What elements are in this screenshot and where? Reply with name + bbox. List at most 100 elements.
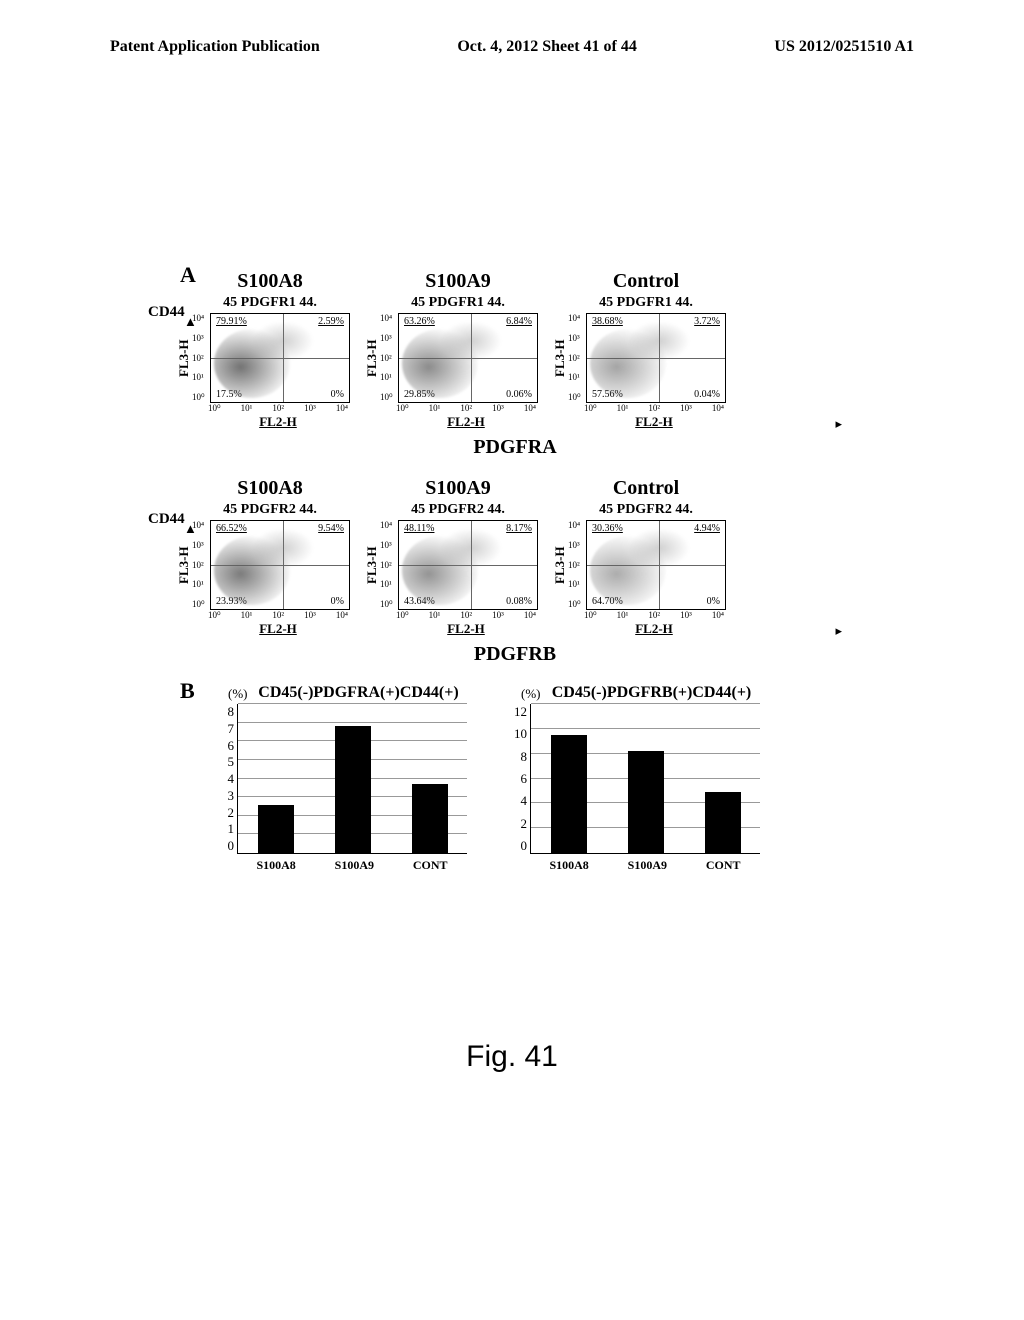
bar — [412, 784, 448, 853]
plot-identifier: 45 PDGFR2 44. — [566, 502, 726, 518]
quadrant-label-ul: 63.26% — [403, 316, 436, 327]
quadrant-label-lr: 0.08% — [505, 596, 533, 607]
bar — [705, 792, 741, 853]
header-center: Oct. 4, 2012 Sheet 41 of 44 — [457, 38, 637, 56]
arrow-right-icon: ▸ — [835, 623, 842, 639]
scatter-row: S100A845 PDGFR1 44.FL3-H10⁰10¹10²10³10⁴7… — [190, 270, 840, 430]
cd44-label: CD44 — [148, 304, 185, 321]
column-title: Control — [566, 270, 726, 293]
y-axis-label: FL3-H — [364, 520, 380, 610]
x-axis-label: FL2-H — [208, 621, 348, 637]
bar-x-axis: S100A8S100A9CONT — [237, 858, 467, 873]
bar-plot — [530, 704, 760, 854]
quadrant-label-ur: 8.17% — [505, 523, 533, 534]
y-axis-label: FL3-H — [364, 313, 380, 403]
y-axis-ticks: 10⁰10¹10²10³10⁴ — [380, 313, 398, 403]
scatter-row: S100A845 PDGFR2 44.FL3-H10⁰10¹10²10³10⁴6… — [190, 477, 840, 637]
scatter-plot: 38.68%3.72%57.56%0.04% — [586, 313, 726, 403]
y-axis-ticks: 10⁰10¹10²10³10⁴ — [380, 520, 398, 610]
scatter-plot: 79.91%2.59%17.5%0% — [210, 313, 350, 403]
quadrant-label-lr: 0% — [706, 596, 721, 607]
bar-plot — [237, 704, 467, 854]
y-axis-label: FL3-H — [552, 520, 568, 610]
x-axis-ticks: 10⁰10¹10²10³10⁴ — [396, 610, 536, 621]
arrow-right-icon: ▸ — [835, 416, 842, 432]
quadrant-label-lr: 0% — [330, 596, 345, 607]
bar — [628, 751, 664, 853]
scatter-plot: 48.11%8.17%43.64%0.08% — [398, 520, 538, 610]
quadrant-label-ur: 4.94% — [693, 523, 721, 534]
y-axis-ticks: 10⁰10¹10²10³10⁴ — [568, 313, 586, 403]
y-axis-ticks: 10⁰10¹10²10³10⁴ — [568, 520, 586, 610]
figure-content: A S100A845 PDGFR1 44.FL3-H10⁰10¹10²10³10… — [190, 270, 840, 873]
scatter-plot: 63.26%6.84%29.85%0.06% — [398, 313, 538, 403]
x-axis-ticks: 10⁰10¹10²10³10⁴ — [396, 403, 536, 414]
scatter-block: S100A845 PDGFR1 44.FL3-H10⁰10¹10²10³10⁴7… — [190, 270, 350, 430]
quadrant-label-ul: 48.11% — [403, 523, 435, 534]
x-axis-ticks: 10⁰10¹10²10³10⁴ — [584, 403, 724, 414]
scatter-plot: 30.36%4.94%64.70%0% — [586, 520, 726, 610]
bar — [335, 726, 371, 853]
x-axis-label: FL2-H — [396, 621, 536, 637]
scatter-block: S100A945 PDGFR2 44.FL3-H10⁰10¹10²10³10⁴4… — [378, 477, 538, 637]
quadrant-label-lr: 0% — [330, 389, 345, 400]
panel-b-label: B — [180, 678, 195, 704]
scatter-block: Control45 PDGFR2 44.FL3-H10⁰10¹10²10³10⁴… — [566, 477, 726, 637]
quadrant-label-ul: 79.91% — [215, 316, 248, 327]
bar-y-axis: 012345678 — [214, 704, 234, 854]
x-axis-label: FL2-H — [208, 414, 348, 430]
panel-b-wrap: B (%)CD45(-)PDGFRA(+)CD44(+)012345678S10… — [190, 684, 840, 873]
header-right: US 2012/0251510 A1 — [774, 38, 914, 56]
scatter-block: S100A845 PDGFR2 44.FL3-H10⁰10¹10²10³10⁴6… — [190, 477, 350, 637]
quadrant-label-ur: 6.84% — [505, 316, 533, 327]
quadrant-label-ul: 66.52% — [215, 523, 248, 534]
bar-chart-block: (%)CD45(-)PDGFRB(+)CD44(+) 024681012S100A… — [507, 684, 760, 873]
x-axis-ticks: 10⁰10¹10²10³10⁴ — [208, 403, 348, 414]
x-axis-label: FL2-H — [396, 414, 536, 430]
cd44-label: CD44 — [148, 511, 185, 528]
x-axis-label: FL2-H — [584, 414, 724, 430]
scatter-block: S100A945 PDGFR1 44.FL3-H10⁰10¹10²10³10⁴6… — [378, 270, 538, 430]
plot-identifier: 45 PDGFR2 44. — [190, 502, 350, 518]
plot-identifier: 45 PDGFR1 44. — [378, 295, 538, 311]
column-title: Control — [566, 477, 726, 500]
quadrant-label-ul: 38.68% — [591, 316, 624, 327]
column-title: S100A9 — [378, 477, 538, 500]
figure-caption: Fig. 41 — [0, 1040, 1024, 1074]
arrow-up-icon: ▲ — [184, 521, 197, 537]
bar-chart-block: (%)CD45(-)PDGFRA(+)CD44(+) 012345678S100A… — [214, 684, 467, 873]
bar-chart-title: CD45(-)PDGFRB(+)CD44(+) — [543, 684, 760, 702]
percent-label: (%) — [521, 686, 541, 702]
bar — [258, 805, 294, 853]
page-header: Patent Application Publication Oct. 4, 2… — [110, 38, 914, 56]
column-title: S100A8 — [190, 477, 350, 500]
bar-chart-title: CD45(-)PDGFRA(+)CD44(+) — [250, 684, 467, 702]
panel-a: A S100A845 PDGFR1 44.FL3-H10⁰10¹10²10³10… — [190, 270, 840, 666]
quadrant-label-ur: 2.59% — [317, 316, 345, 327]
quadrant-label-ul: 30.36% — [591, 523, 624, 534]
arrow-up-icon: ▲ — [184, 314, 197, 330]
x-axis-ticks: 10⁰10¹10²10³10⁴ — [584, 610, 724, 621]
quadrant-label-ur: 3.72% — [693, 316, 721, 327]
bar-x-axis: S100A8S100A9CONT — [530, 858, 760, 873]
row-axis-title: PDGFRA — [190, 436, 840, 459]
column-title: S100A8 — [190, 270, 350, 293]
panel-b-charts: (%)CD45(-)PDGFRA(+)CD44(+)012345678S100A… — [214, 684, 840, 873]
quadrant-label-lr: 0.06% — [505, 389, 533, 400]
y-axis-label: FL3-H — [552, 313, 568, 403]
plot-identifier: 45 PDGFR1 44. — [566, 295, 726, 311]
plot-identifier: 45 PDGFR1 44. — [190, 295, 350, 311]
header-left: Patent Application Publication — [110, 38, 320, 56]
scatter-block: Control45 PDGFR1 44.FL3-H10⁰10¹10²10³10⁴… — [566, 270, 726, 430]
quadrant-label-lr: 0.04% — [693, 389, 721, 400]
column-title: S100A9 — [378, 270, 538, 293]
row-axis-title: PDGFRB — [190, 643, 840, 666]
quadrant-label-ur: 9.54% — [317, 523, 345, 534]
scatter-plot: 66.52%9.54%23.93%0% — [210, 520, 350, 610]
x-axis-ticks: 10⁰10¹10²10³10⁴ — [208, 610, 348, 621]
x-axis-label: FL2-H — [584, 621, 724, 637]
bar-y-axis: 024681012 — [507, 704, 527, 854]
percent-label: (%) — [228, 686, 248, 702]
bar — [551, 735, 587, 853]
plot-identifier: 45 PDGFR2 44. — [378, 502, 538, 518]
